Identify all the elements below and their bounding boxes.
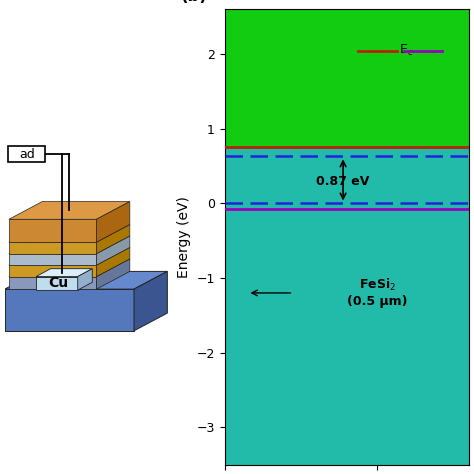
Polygon shape: [78, 269, 92, 290]
Polygon shape: [9, 259, 130, 277]
Polygon shape: [97, 247, 130, 277]
Text: (b): (b): [181, 0, 207, 5]
Text: Cu: Cu: [48, 276, 68, 291]
Polygon shape: [36, 277, 78, 290]
Polygon shape: [9, 225, 130, 242]
Polygon shape: [9, 265, 97, 277]
Polygon shape: [97, 225, 130, 254]
Text: ad: ad: [19, 147, 35, 161]
Polygon shape: [97, 236, 130, 265]
Polygon shape: [134, 272, 167, 331]
Polygon shape: [5, 289, 134, 331]
Polygon shape: [9, 201, 130, 219]
Polygon shape: [36, 269, 92, 277]
Polygon shape: [5, 272, 167, 289]
Polygon shape: [97, 259, 130, 289]
FancyBboxPatch shape: [8, 146, 46, 162]
Text: FeSi$_2$
(0.5 μm): FeSi$_2$ (0.5 μm): [347, 277, 408, 309]
Text: 0.87 eV: 0.87 eV: [316, 174, 370, 188]
Y-axis label: Energy (eV): Energy (eV): [177, 196, 191, 278]
Polygon shape: [9, 236, 130, 254]
Polygon shape: [9, 247, 130, 265]
Polygon shape: [9, 219, 97, 242]
Polygon shape: [97, 201, 130, 242]
Polygon shape: [9, 254, 97, 265]
Text: E$_c$: E$_c$: [399, 43, 414, 58]
Polygon shape: [9, 277, 97, 289]
Polygon shape: [9, 242, 97, 254]
